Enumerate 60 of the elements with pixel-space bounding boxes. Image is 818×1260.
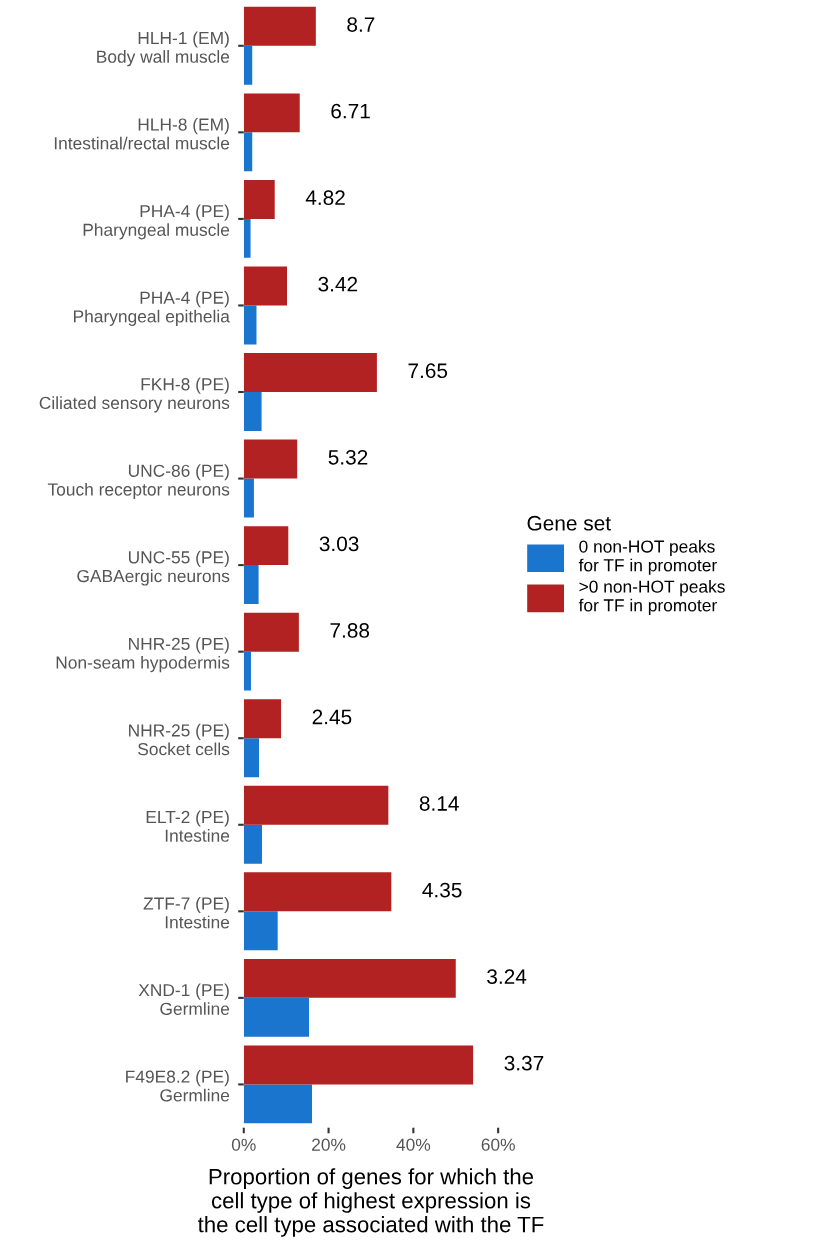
annotation: 8.14 <box>419 796 459 811</box>
annotation: 7.65 <box>408 363 448 379</box>
bar <box>243 526 289 566</box>
y-tick-label: UNC-86 (PE) Touch receptor neurons <box>47 464 230 500</box>
legend-label: 0 non-HOT peaks for TF in promoter <box>578 539 717 575</box>
bar <box>243 651 251 691</box>
x-tick-label: 40% <box>396 1138 431 1151</box>
bar <box>243 699 282 739</box>
bar <box>243 478 254 518</box>
y-tick-label: ZTF-7 (PE) Intestine <box>143 896 230 929</box>
bar <box>243 439 298 479</box>
x-tick-label: 0% <box>231 1138 256 1151</box>
bar <box>243 218 251 258</box>
y-tick-label: ELT-2 (PE) Intestine <box>146 810 230 842</box>
y-tick-label: PHA-4 (PE) Pharyngeal muscle <box>83 204 230 240</box>
annotation: 3.37 <box>504 1055 544 1071</box>
annotation: 3.03 <box>319 536 359 552</box>
bar <box>243 1084 313 1124</box>
bar <box>243 997 310 1037</box>
annotation: 4.82 <box>305 190 345 206</box>
bar <box>243 132 253 172</box>
bar <box>243 1045 474 1085</box>
legend-title: Gene set <box>527 515 611 531</box>
x-tick-label: 20% <box>312 1138 346 1151</box>
y-tick-label: NHR-25 (PE) Socket cells <box>129 723 230 756</box>
y-tick-label: HLH-1 (EM) Body wall muscle <box>97 31 230 67</box>
y-tick-label: HLH-8 (EM) Intestinal/rectal muscle <box>54 117 230 150</box>
y-tick-label: UNC-55 (PE) GABAergic neurons <box>77 550 230 586</box>
y-tick-label: PHA-4 (PE) Pharyngeal epithelia <box>73 291 230 326</box>
bar <box>243 565 259 605</box>
bar <box>243 305 257 345</box>
y-tick-label: NHR-25 (PE) Non-seam hypodermis <box>56 637 230 673</box>
y-tick-label: F49E8.2 (PE) Germline <box>126 1070 230 1102</box>
bar <box>243 911 278 951</box>
annotation: 8.7 <box>347 17 375 32</box>
legend-label: >0 non-HOT peaks for TF in promoter <box>578 580 725 615</box>
y-tick-label: FKH-8 (PE) Ciliated sensory neurons <box>39 377 230 413</box>
bar <box>243 6 316 46</box>
annotation: 6.71 <box>331 103 370 119</box>
bar <box>243 179 275 219</box>
bar <box>243 392 262 431</box>
annotation: 2.45 <box>312 709 352 725</box>
x-tick-label: 60% <box>481 1138 515 1151</box>
annotation: 7.88 <box>330 623 370 638</box>
bar <box>243 353 377 393</box>
bar <box>243 738 260 778</box>
bar <box>243 785 389 825</box>
bar <box>243 266 288 306</box>
bar <box>243 612 299 652</box>
annotation: 3.42 <box>318 276 358 292</box>
bar <box>243 45 253 85</box>
annotation: 3.24 <box>487 969 527 984</box>
bar <box>243 93 300 133</box>
annotation: 5.32 <box>328 449 368 465</box>
x-axis-title: Proportion of genes for which the cell type of highest expression is the cell type associated with the TF <box>197 1168 544 1237</box>
bar <box>243 824 262 864</box>
y-tick-label: XND-1 (PE) Germline <box>138 983 230 1015</box>
annotation: 4.35 <box>422 882 462 898</box>
bar <box>243 872 392 912</box>
bar <box>243 958 456 998</box>
